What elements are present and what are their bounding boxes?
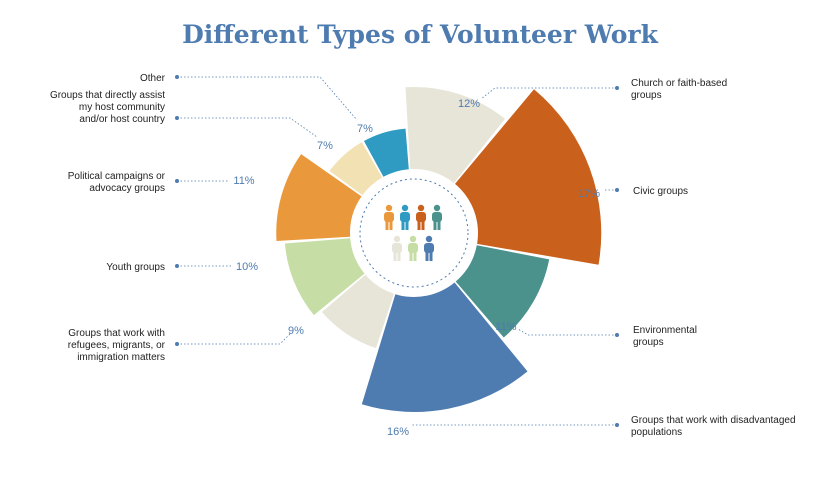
chart-title: Different Types of Volunteer Work [182,20,658,49]
leader-line-other [177,76,358,121]
value-label-civic-groups: 17% [578,188,600,200]
wedge-groups-that-work-with-refugees-migrants-or-immigration-matters [322,274,394,349]
category-label-groups-that-work-with-disadvantaged-populations: Groups that work with disadvantaged popul… [631,415,796,438]
leader-dot-civic-groups [615,188,619,192]
value-label-church-or-faith-based-groups: 12% [458,98,480,110]
value-label-other: 7% [357,123,373,135]
category-label-political-campaigns-or-advocacy-groups: Political campaigns or advocacy groups [68,171,166,194]
wedge-political-campaigns-or-advocacy-groups [276,154,362,242]
leader-dot-youth-groups [175,264,179,268]
value-label-groups-that-directly-assist-my-host-community-and-or-host-country: 7% [317,140,333,152]
wedge-environmental-groups [455,245,550,338]
wedge-youth-groups [284,238,365,316]
wedge-church-or-faith-based-groups [405,87,505,183]
wedge-other [363,128,409,177]
leader-dot-environmental-groups [615,333,619,337]
leader-dot-groups-that-work-with-disadvantaged-populations [615,423,619,427]
leader-line-environmental-groups [517,328,617,336]
wedge-groups-that-work-with-disadvantaged-populations [361,282,528,413]
category-label-youth-groups: Youth groups [106,262,165,273]
value-label-groups-that-work-with-refugees-migrants-or-immigration-matters: 9% [288,325,304,337]
value-label-youth-groups: 10% [236,261,258,273]
category-label-environmental-groups: Environmental groups [633,325,697,348]
center-circle [352,171,476,295]
center-dashed-ring [359,178,469,288]
leader-dot-groups-that-directly-assist-my-host-community-and-or-host-country [175,116,179,120]
category-label-groups-that-directly-assist-my-host-community-and-or-host-country: Groups that directly assist my host commu… [50,90,165,125]
category-label-church-or-faith-based-groups: Church or faith-based groups [631,78,727,101]
leader-dot-other [175,75,179,79]
leader-dot-political-campaigns-or-advocacy-groups [175,179,179,183]
value-label-environmental-groups: 11% [495,321,516,333]
leader-dot-groups-that-work-with-refugees-migrants-or-immigration-matters [175,342,179,346]
category-label-civic-groups: Civic groups [633,186,688,197]
category-label-other: Other [140,73,166,84]
value-label-groups-that-work-with-disadvantaged-populations: 16% [387,426,409,438]
people-group-icon [384,204,442,261]
wedge-civic-groups [455,89,602,265]
leader-dot-church-or-faith-based-groups [615,86,619,90]
leader-line-groups-that-directly-assist-my-host-community-and-or-host-country [177,117,318,138]
category-label-groups-that-work-with-refugees-migrants-or-immigration-matters: Groups that work with refugees, migrants,… [68,328,166,363]
leader-line-church-or-faith-based-groups [480,87,617,100]
leader-line-groups-that-work-with-refugees-migrants-or-immigration-matters [177,333,291,345]
value-label-political-campaigns-or-advocacy-groups: 11% [233,175,254,187]
wedge-groups-that-directly-assist-my-host-community-and-or-host-country [329,142,383,196]
